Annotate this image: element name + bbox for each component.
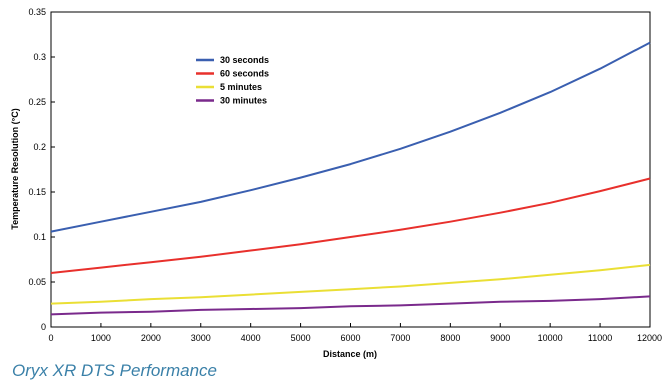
x-tick-label: 12000 xyxy=(637,333,662,343)
y-tick-label: 0.05 xyxy=(28,277,46,287)
series-line-3 xyxy=(50,295,651,316)
x-tick-label: 6000 xyxy=(340,333,360,343)
y-tick-label: 0 xyxy=(41,322,46,332)
x-axis: 0 1000 2000 3000 4000 5000 6000 7000 8000 9000 100… xyxy=(48,323,662,343)
legend-label: 30 seconds xyxy=(220,55,269,65)
x-tick-label: 4000 xyxy=(241,333,261,343)
y-tick-label: 0.35 xyxy=(28,7,46,17)
x-tick-label: 2000 xyxy=(141,333,161,343)
legend: 30 seconds 60 seconds 5 minutes 30 minutes xyxy=(196,55,269,106)
x-tick-label: 5000 xyxy=(291,333,311,343)
y-axis: 0 0.05 0.1 0.15 0.2 0.25 0.3 0.35 xyxy=(28,7,55,332)
x-tick-label: 7000 xyxy=(390,333,410,343)
legend-label: 5 minutes xyxy=(220,82,262,92)
series-lines xyxy=(50,41,651,316)
series-line-0 xyxy=(50,41,651,233)
x-tick-label: 1000 xyxy=(91,333,111,343)
series-line-2 xyxy=(50,263,651,305)
x-tick-label: 0 xyxy=(48,333,53,343)
series-line-1 xyxy=(50,177,651,274)
legend-label: 30 minutes xyxy=(220,96,267,106)
legend-label: 60 seconds xyxy=(220,69,269,79)
x-tick-label: 3000 xyxy=(191,333,211,343)
y-tick-label: 0.1 xyxy=(33,232,46,242)
caption: Oryx XR DTS Performance xyxy=(12,361,217,380)
plot-area xyxy=(50,11,651,328)
chart: 0 0.05 0.1 0.15 0.2 0.25 0.3 0.35 0 1000 2000 3000… xyxy=(10,7,662,359)
x-tick-label: 9000 xyxy=(490,333,510,343)
y-tick-label: 0.3 xyxy=(33,52,46,62)
x-tick-label: 8000 xyxy=(440,333,460,343)
y-tick-label: 0.15 xyxy=(28,187,46,197)
x-tick-label: 10000 xyxy=(538,333,563,343)
x-tick-label: 11000 xyxy=(588,333,612,343)
y-axis-title: Temperature Resolution (°C) xyxy=(10,108,20,229)
y-tick-label: 0.25 xyxy=(28,97,46,107)
y-tick-label: 0.2 xyxy=(33,142,46,152)
x-axis-title: Distance (m) xyxy=(323,349,377,359)
